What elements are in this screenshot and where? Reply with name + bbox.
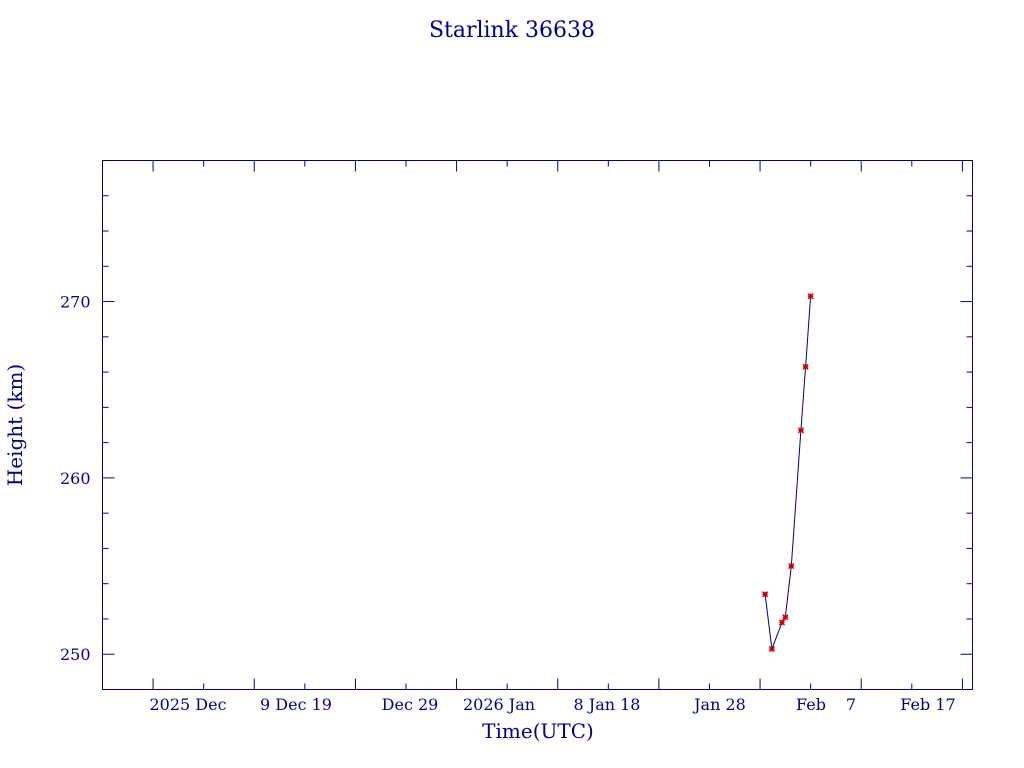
y-tick-label: 270: [60, 293, 91, 312]
y-axis-tick-labels: 250 260 270: [60, 293, 91, 665]
x-axis-ticks: [102, 160, 963, 690]
data-point-marker: [778, 619, 786, 626]
marker-stroke: [807, 293, 814, 300]
x-tick-label: Jan 28: [692, 695, 746, 714]
data-point-marker: [762, 591, 769, 598]
y-axis-ticks: [102, 160, 973, 690]
x-tick-label: Feb: [796, 695, 826, 714]
data-point-marker: [782, 614, 789, 621]
data-point-marker: [788, 562, 795, 570]
y-tick-label: 250: [60, 645, 91, 664]
x-tick-label: 8 Jan 18: [574, 695, 641, 714]
x-tick-label: 2026 Jan: [463, 695, 535, 714]
series-line: [764, 296, 812, 650]
plot-frame: [102, 160, 973, 690]
x-tick-label: Feb 17: [900, 695, 955, 714]
x-tick-label: 7: [846, 695, 856, 714]
y-axis-label: Height (km): [3, 364, 27, 486]
x-axis-label: Time(UTC): [482, 719, 594, 743]
x-tick-label: Dec 29: [382, 695, 439, 714]
y-tick-label: 260: [60, 469, 91, 488]
marker-stroke: [782, 614, 789, 621]
data-point-marker: [807, 293, 814, 300]
marker-stroke: [788, 562, 795, 570]
x-tick-label: 2025 Dec: [149, 695, 226, 714]
x-tick-label: 9 Dec 19: [260, 695, 332, 714]
marker-stroke: [778, 619, 786, 626]
x-axis-tick-labels: 2025 Dec 9 Dec 19 Dec 29 2026 Jan 8 Jan …: [149, 695, 955, 714]
data-point-marker: [768, 645, 775, 653]
marker-stroke: [762, 591, 769, 598]
marker-stroke: [797, 427, 805, 434]
chart-title: Starlink 36638: [429, 18, 595, 43]
data-markers: [762, 293, 814, 653]
marker-stroke: [802, 363, 809, 370]
data-point-marker: [802, 363, 809, 370]
data-point-marker: [797, 427, 805, 434]
marker-stroke: [768, 645, 775, 653]
